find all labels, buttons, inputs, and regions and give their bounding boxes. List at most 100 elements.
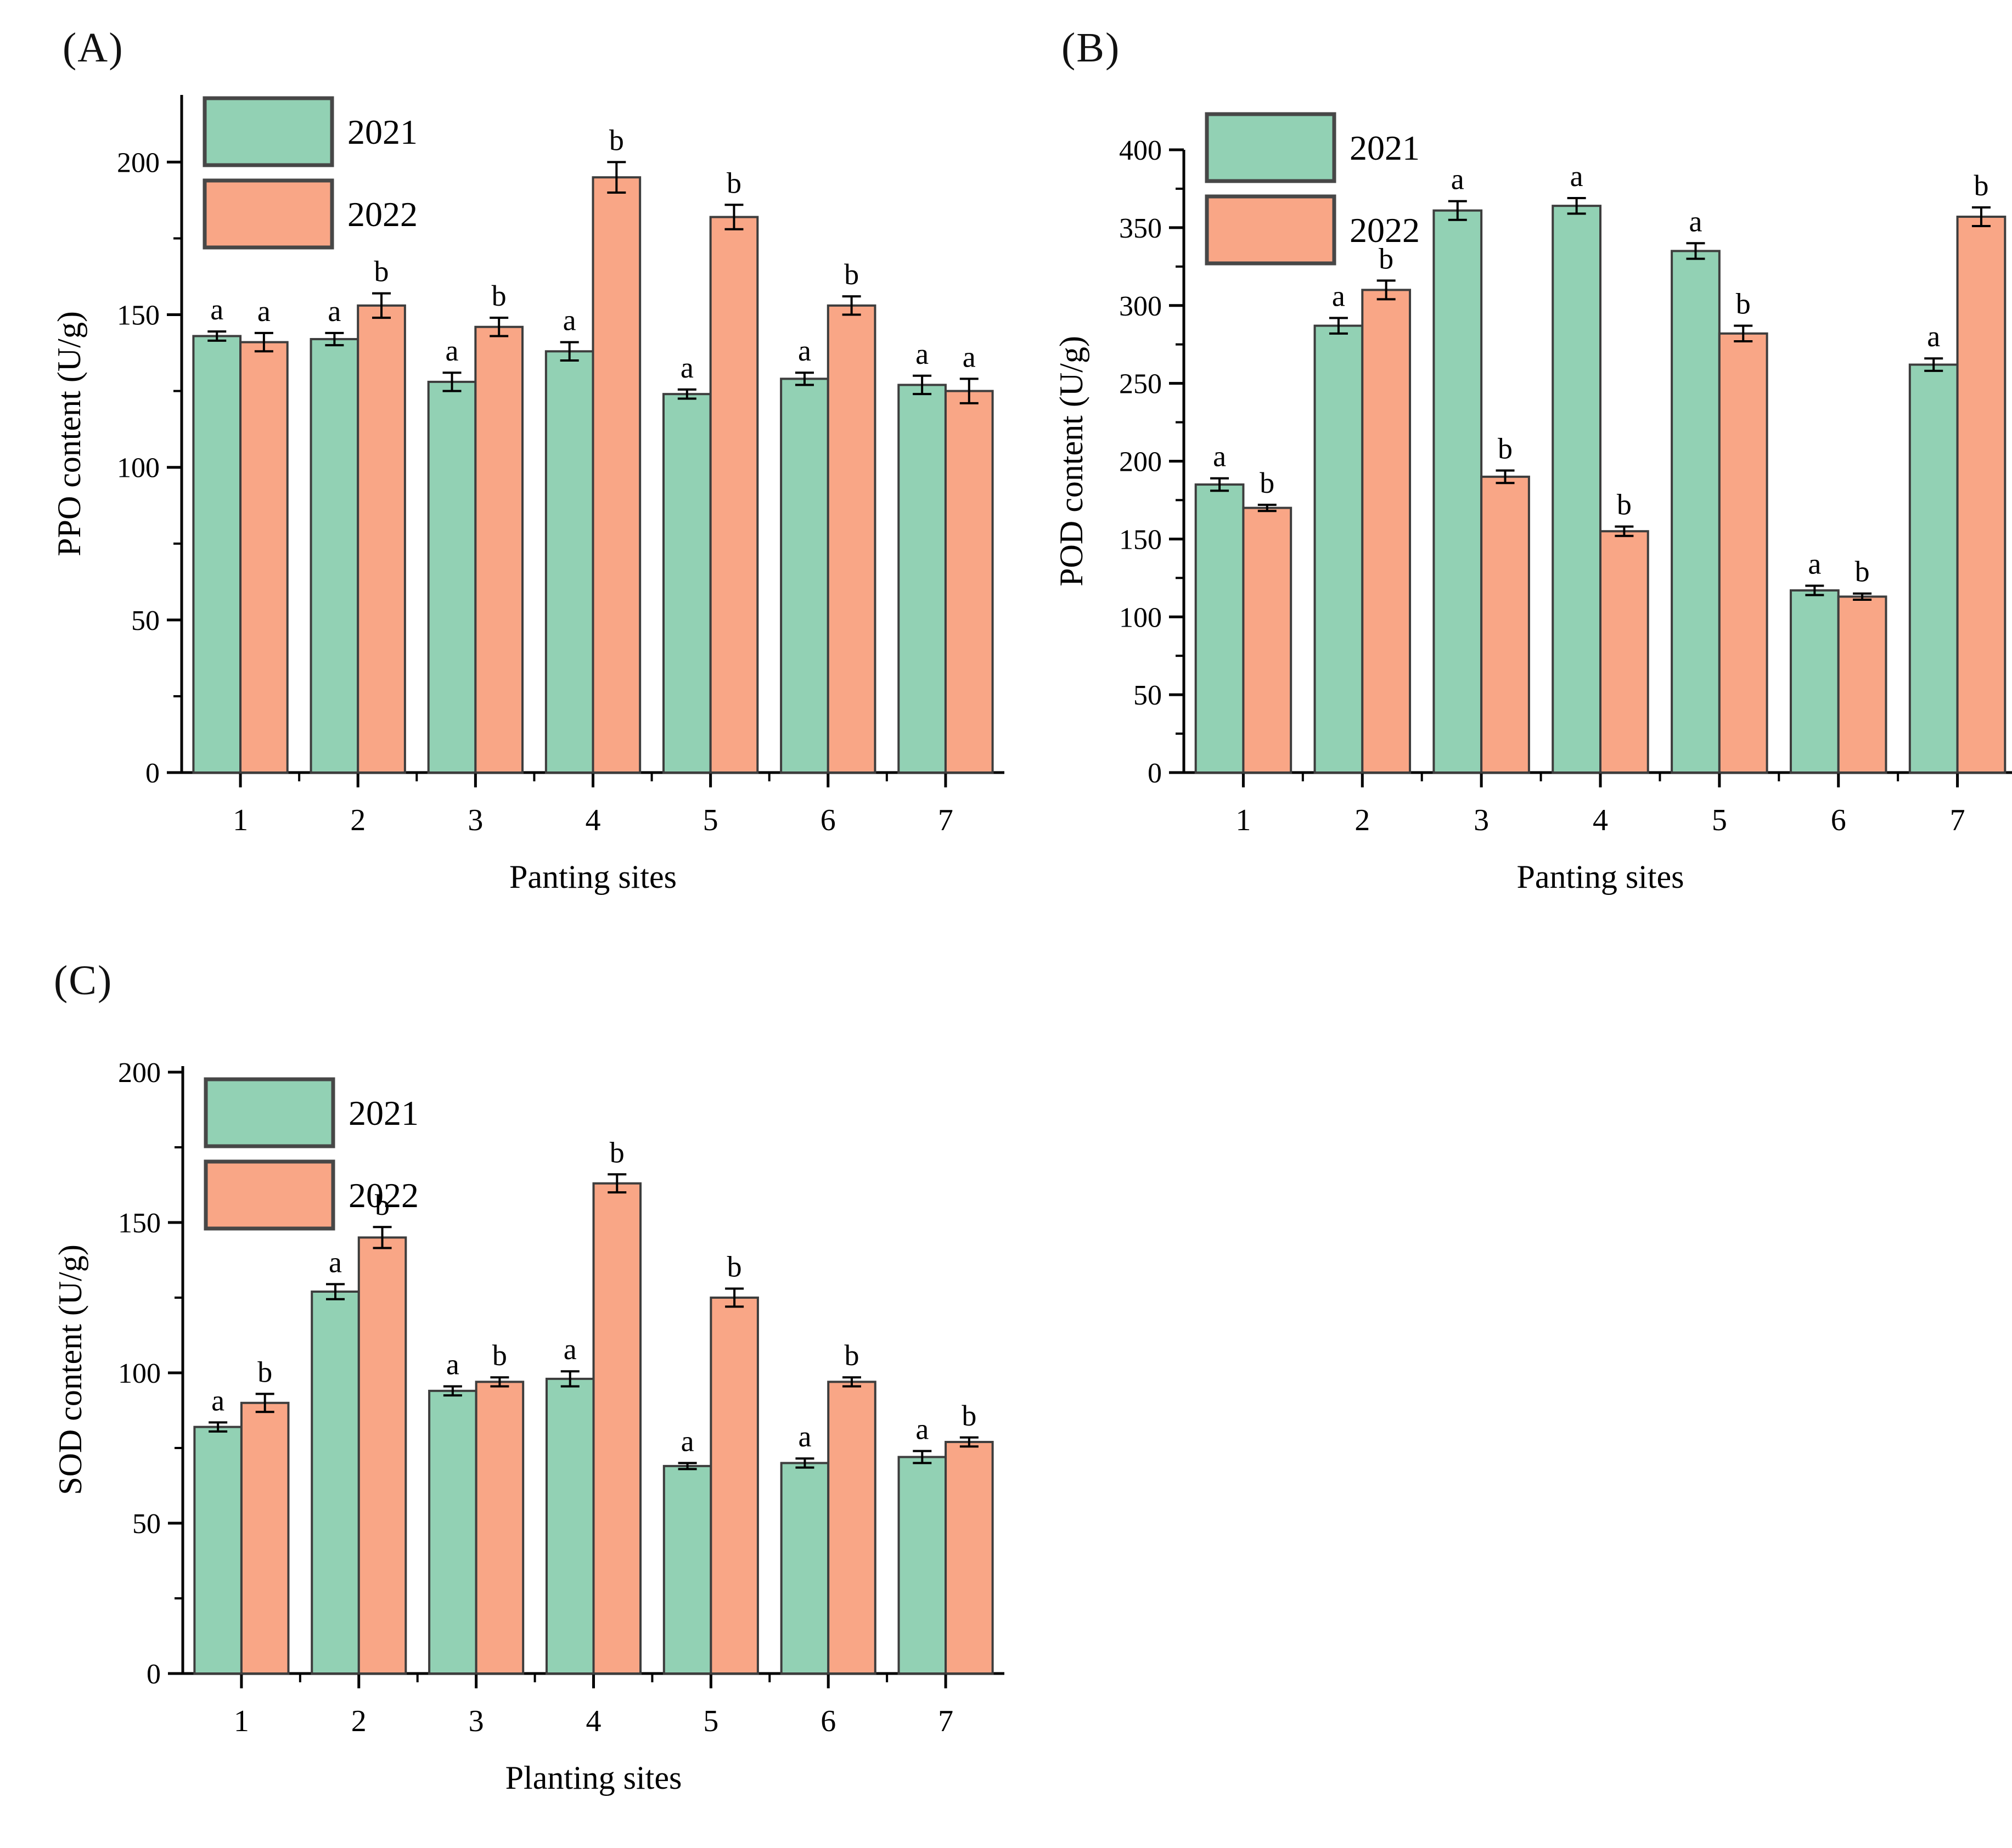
legend-swatch-2022 xyxy=(1205,194,1336,266)
legend-label-2021: 2021 xyxy=(349,1094,419,1133)
bar-2022-site2 xyxy=(1361,289,1412,774)
significance-letter: b xyxy=(1617,488,1632,521)
x-tick-label: 7 xyxy=(938,1704,953,1738)
bar-2022-site7 xyxy=(1956,216,2007,774)
bar-2021-site7 xyxy=(897,384,947,774)
significance-letter: a xyxy=(329,1246,342,1278)
x-tick-label: 1 xyxy=(233,803,248,837)
significance-letter: a xyxy=(1332,279,1345,312)
bar-2021-site6 xyxy=(780,1462,830,1675)
x-tick-label: 4 xyxy=(586,803,601,837)
bar-2022-site5 xyxy=(1718,332,1768,774)
significance-letter: b xyxy=(610,1136,625,1169)
panel-label-b: (B) xyxy=(1061,25,1121,71)
x-axis-title: Planting sites xyxy=(505,1760,682,1796)
x-tick-label: 4 xyxy=(586,1704,602,1738)
bar-2022-site3 xyxy=(474,325,524,774)
x-tick-label: 7 xyxy=(1950,803,1965,837)
legend-swatch-2021 xyxy=(203,96,334,167)
legend-label-2022: 2022 xyxy=(349,1176,419,1215)
bar-2021-site7 xyxy=(897,1456,947,1675)
significance-letter: b xyxy=(1974,169,1988,202)
y-tick-label: 100 xyxy=(118,1358,161,1389)
legend-swatch-2022 xyxy=(204,1159,335,1231)
y-tick-label: 50 xyxy=(1133,680,1162,711)
x-tick-label: 5 xyxy=(1712,803,1727,837)
y-tick-label: 350 xyxy=(1119,213,1162,244)
legend-label-2022: 2022 xyxy=(347,195,418,234)
y-tick-label: 200 xyxy=(117,147,160,178)
significance-letter: a xyxy=(446,334,459,367)
significance-letter: a xyxy=(1451,163,1464,196)
bar-2022-site2 xyxy=(357,1236,407,1675)
legend-swatch-2021 xyxy=(204,1077,335,1148)
panel-ppo-chart: (A) 0 50 100 150 200 1 2 3 4 5 6 7 a a a a a a a a b b b b b a 202… xyxy=(37,15,1037,938)
bar-chart-pod: 0 50 100 150 200 250 300 350 400 1 2 3 4 5 6 7 a a a a a a a b b… xyxy=(1053,112,2012,895)
bar-2021-site3 xyxy=(1432,209,1483,774)
significance-letter: a xyxy=(681,1424,694,1457)
x-tick-label: 6 xyxy=(820,803,836,837)
significance-letter: b xyxy=(844,258,859,291)
panel-label-c: (C) xyxy=(54,957,113,1004)
significance-letter: a xyxy=(1570,160,1583,193)
significance-letter: a xyxy=(798,1420,811,1453)
x-tick-label: 3 xyxy=(469,1704,484,1738)
x-tick-label: 5 xyxy=(703,803,718,837)
significance-letter: a xyxy=(1927,320,1940,353)
bar-2022-site1 xyxy=(239,341,289,774)
significance-letter: b xyxy=(609,123,624,156)
significance-letter: b xyxy=(727,1250,742,1283)
x-tick-label: 7 xyxy=(938,803,953,837)
x-tick-label: 2 xyxy=(350,803,366,837)
y-tick-label: 150 xyxy=(118,1208,161,1239)
bar-2021-site1 xyxy=(192,335,242,774)
significance-letter: a xyxy=(564,1333,577,1366)
bar-2022-site5 xyxy=(710,1296,759,1675)
significance-letter: a xyxy=(915,1412,929,1445)
panel-pod-chart: (B) 0 50 100 150 200 250 300 350 400 1 2 3 4 5 6 7 a a a a a… xyxy=(1036,15,2012,938)
significance-letter: b xyxy=(1498,432,1513,465)
significance-letter: a xyxy=(563,304,576,337)
x-tick-label: 2 xyxy=(1355,803,1370,837)
significance-letter: a xyxy=(210,293,223,326)
significance-letter: b xyxy=(492,1339,507,1372)
x-tick-label: 5 xyxy=(703,1704,718,1738)
x-tick-label: 4 xyxy=(1593,803,1608,837)
bar-2021-site4 xyxy=(1552,205,1601,774)
y-tick-label: 0 xyxy=(145,758,160,789)
bar-2022-site6 xyxy=(1837,595,1887,774)
y-tick-label: 300 xyxy=(1119,291,1162,322)
bar-2022-site6 xyxy=(827,1381,876,1675)
x-axis-title: Panting sites xyxy=(509,859,677,895)
y-tick-label: 100 xyxy=(117,453,160,484)
bar-2022-site5 xyxy=(709,216,759,774)
significance-letter: a xyxy=(681,351,694,384)
bar-2022-site4 xyxy=(592,176,642,774)
panel-sod-chart: (C) 0 50 100 150 200 1 2 3 4 5 6 7 a a a a a a a b b b b b b b 202… xyxy=(29,948,1029,1848)
bar-2022-site3 xyxy=(475,1381,525,1675)
bar-2021-site2 xyxy=(1313,324,1364,774)
significance-letter: b xyxy=(492,279,507,312)
significance-letter: b xyxy=(1260,466,1274,499)
y-tick-label: 150 xyxy=(1119,524,1162,555)
x-tick-label: 3 xyxy=(468,803,483,837)
bar-2021-site2 xyxy=(311,1291,360,1675)
bar-2021-site4 xyxy=(544,350,594,774)
significance-letter: b xyxy=(375,1188,390,1221)
bar-2021-site6 xyxy=(1789,589,1840,774)
legend-label-2021: 2021 xyxy=(347,112,418,151)
y-axis-title: SOD content (U/g) xyxy=(52,1244,88,1495)
significance-letter: a xyxy=(257,295,271,328)
bar-2022-site1 xyxy=(1242,506,1292,774)
significance-letter: a xyxy=(328,295,341,328)
bar-2021-site5 xyxy=(662,1464,712,1675)
bar-2021-site1 xyxy=(193,1426,243,1675)
significance-letter: b xyxy=(1736,288,1751,320)
y-tick-label: 100 xyxy=(1119,602,1162,633)
x-tick-label: 2 xyxy=(351,1704,367,1738)
x-tick-label: 3 xyxy=(1474,803,1489,837)
significance-letter: a xyxy=(798,334,811,367)
y-tick-label: 400 xyxy=(1119,135,1162,166)
